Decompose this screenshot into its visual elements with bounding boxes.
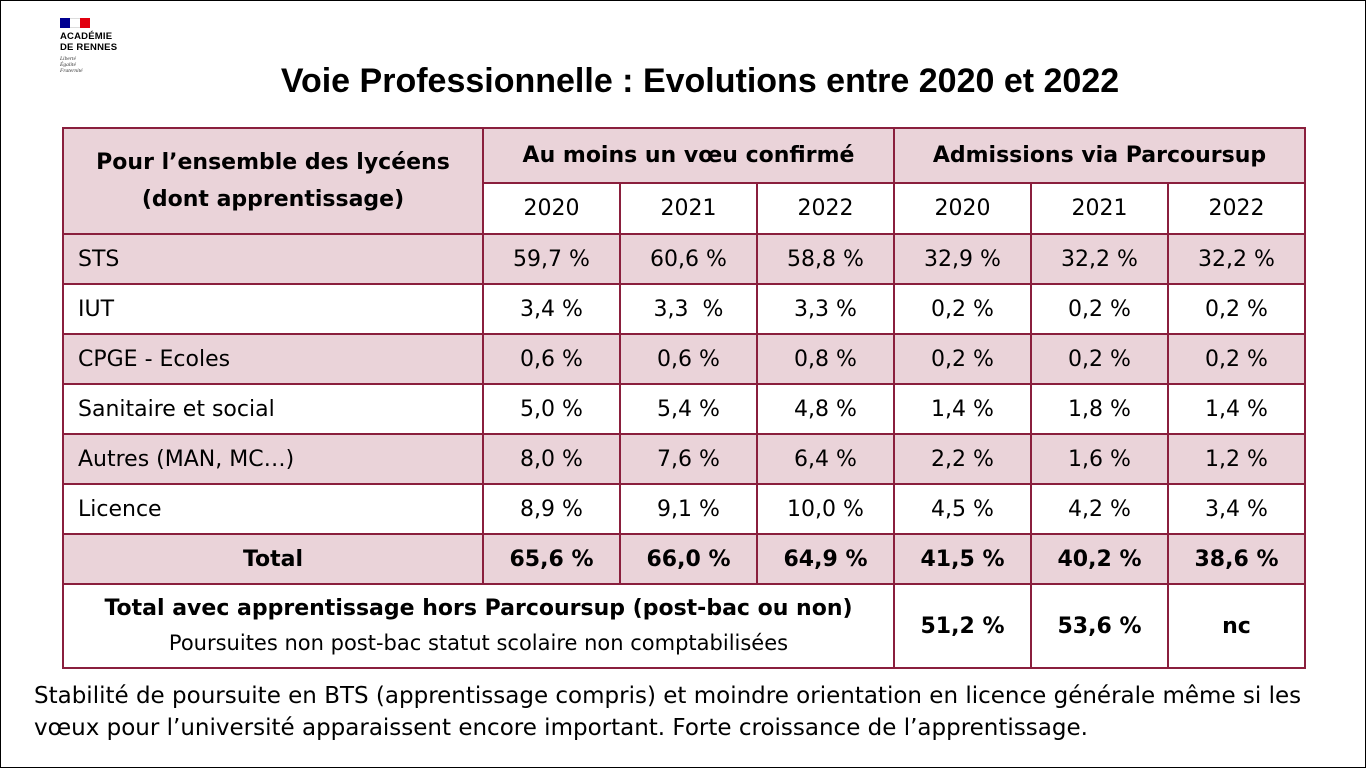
table-cell: 1,4 % [1167,383,1306,435]
total-label: Total [62,533,484,585]
year-header: 2020 [893,182,1032,235]
year-header: 2020 [482,182,621,235]
table-cell: 7,6 % [619,433,758,485]
table-row-apprentissage: Total avec apprentissage hors Parcoursup… [62,583,1306,669]
table-cell: 40,2 % [1030,533,1169,585]
table-row-total: Total 65,6 % 66,0 % 64,9 % 41,5 % 40,2 %… [62,533,1306,585]
table-cell: 5,0 % [482,383,621,435]
corner-header-line1: Pour l’ensemble des lycéens [96,150,450,175]
table-cell: 10,0 % [756,483,895,535]
table-cell: 64,9 % [756,533,895,585]
logo-name-line2: DE RENNES [60,42,118,53]
footnote: Stabilité de poursuite en BTS (apprentis… [34,683,1302,741]
table-cell: 32,2 % [1030,233,1169,285]
table-cell: 0,6 % [619,333,758,385]
table-cell: 4,5 % [893,483,1032,535]
table-row-sanitaire: Sanitaire et social 5,0 % 5,4 % 4,8 % 1,… [62,383,1306,435]
corner-header: Pour l’ensemble des lycéens (dont appren… [62,127,484,235]
table-cell: 0,2 % [893,333,1032,385]
row-label: Autres (MAN, MC…) [62,433,484,485]
table-cell: 5,4 % [619,383,758,435]
table-cell: 8,0 % [482,433,621,485]
table-cell: 1,4 % [893,383,1032,435]
table-cell: 3,3 % [619,283,758,335]
table-row-iut: IUT 3,4 % 3,3 % 3,3 % 0,2 % 0,2 % 0,2 % [62,283,1306,335]
table-cell: 1,6 % [1030,433,1169,485]
table-row-sts: STS 59,7 % 60,6 % 58,8 % 32,9 % 32,2 % 3… [62,233,1306,285]
table-cell: 0,6 % [482,333,621,385]
table-cell: 0,2 % [1167,283,1306,335]
table-cell: 3,4 % [1167,483,1306,535]
year-header: 2021 [1030,182,1169,235]
table-row-cpge: CPGE - Ecoles 0,6 % 0,6 % 0,8 % 0,2 % 0,… [62,333,1306,385]
table-cell: 4,8 % [756,383,895,435]
table-cell: 0,2 % [893,283,1032,335]
table-cell: 3,3 % [756,283,895,335]
table-cell: 41,5 % [893,533,1032,585]
academie-logo: ACADÉMIE DE RENNES Liberté Égalité Frate… [60,18,150,88]
table-cell: 4,2 % [1030,483,1169,535]
table-cell: 1,8 % [1030,383,1169,435]
year-header: 2021 [619,182,758,235]
logo-motto-line: Égalité [60,62,76,68]
row-label: STS [62,233,484,285]
row-label: IUT [62,283,484,335]
table-cell: 9,1 % [619,483,758,535]
apprentissage-label-line1: Total avec apprentissage hors Parcoursup… [104,596,853,621]
table-cell: 65,6 % [482,533,621,585]
table-cell: 32,9 % [893,233,1032,285]
group-header-voeu: Au moins un vœu confirmé [482,127,895,184]
logo-motto-line: Fraternité [60,68,83,74]
row-label: Sanitaire et social [62,383,484,435]
table-cell: 32,2 % [1167,233,1306,285]
table-cell: 6,4 % [756,433,895,485]
year-header: 2022 [1167,182,1306,235]
logo-name: ACADÉMIE DE RENNES [60,31,150,53]
table-cell: 3,4 % [482,283,621,335]
table-cell: nc [1167,583,1306,669]
logo-motto-line: Liberté [60,56,76,62]
logo-name-line1: ACADÉMIE [60,31,113,42]
table-cell: 2,2 % [893,433,1032,485]
table-cell: 53,6 % [1030,583,1169,669]
row-label: CPGE - Ecoles [62,333,484,385]
table-cell: 58,8 % [756,233,895,285]
table-cell: 38,6 % [1167,533,1306,585]
table-cell: 59,7 % [482,233,621,285]
table-cell: 0,2 % [1030,283,1169,335]
year-header: 2022 [756,182,895,235]
apprentissage-label-line2: Poursuites non post-bac statut scolaire … [168,631,789,655]
table-cell: 8,9 % [482,483,621,535]
table-cell: 0,2 % [1030,333,1169,385]
french-flag-icon [60,18,90,28]
group-header-admissions: Admissions via Parcoursup [893,127,1306,184]
table-cell: 0,8 % [756,333,895,385]
apprentissage-label: Total avec apprentissage hors Parcoursup… [62,583,895,669]
logo-motto: Liberté Égalité Fraternité [60,56,150,74]
table-row-licence: Licence 8,9 % 9,1 % 10,0 % 4,5 % 4,2 % 3… [62,483,1306,535]
table-cell: 51,2 % [893,583,1032,669]
table-cell: 0,2 % [1167,333,1306,385]
table-cell: 60,6 % [619,233,758,285]
row-label: Licence [62,483,484,535]
data-table: Pour l’ensemble des lycéens (dont appren… [62,127,1306,669]
corner-header-line2: (dont apprentissage) [141,187,405,212]
table-cell: 1,2 % [1167,433,1306,485]
table-row-autres: Autres (MAN, MC…) 8,0 % 7,6 % 6,4 % 2,2 … [62,433,1306,485]
table-cell: 66,0 % [619,533,758,585]
slide-title: Voie Professionnelle : Evolutions entre … [280,62,1120,100]
